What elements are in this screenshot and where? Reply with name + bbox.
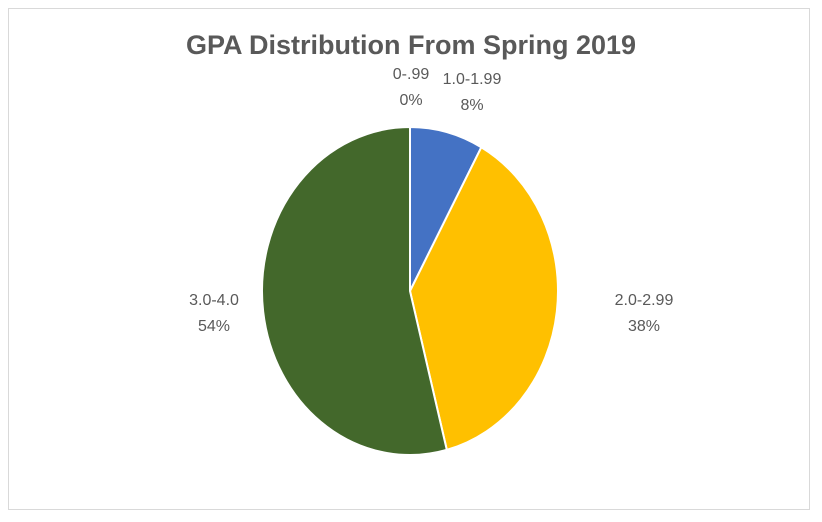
slice-value-1-0-1-99: 8% <box>460 97 483 114</box>
slice-value-3-0-4-0: 54% <box>198 318 230 335</box>
slice-label-0-99: 0-.99 <box>393 66 430 83</box>
slice-label-3-0-4-0: 3.0-4.0 <box>189 292 239 309</box>
slice-value-0-99: 0% <box>399 92 422 109</box>
slice-value-2-0-2-99: 38% <box>628 318 660 335</box>
slice-label-2-0-2-99: 2.0-2.99 <box>615 292 674 309</box>
pie-slice-2-0-2-99 <box>409 146 559 451</box>
pie-slices <box>261 126 559 456</box>
chart-title: GPA Distribution From Spring 2019 <box>185 30 637 60</box>
pie-slice-3-0-4-0 <box>261 126 448 456</box>
slice-label-1-0-1-99: 1.0-1.99 <box>443 71 502 88</box>
pie-labels: 0-.99 0% 1.0-1.99 8% 2.0-2.99 38% 3.0-4.0 54% <box>189 66 673 335</box>
